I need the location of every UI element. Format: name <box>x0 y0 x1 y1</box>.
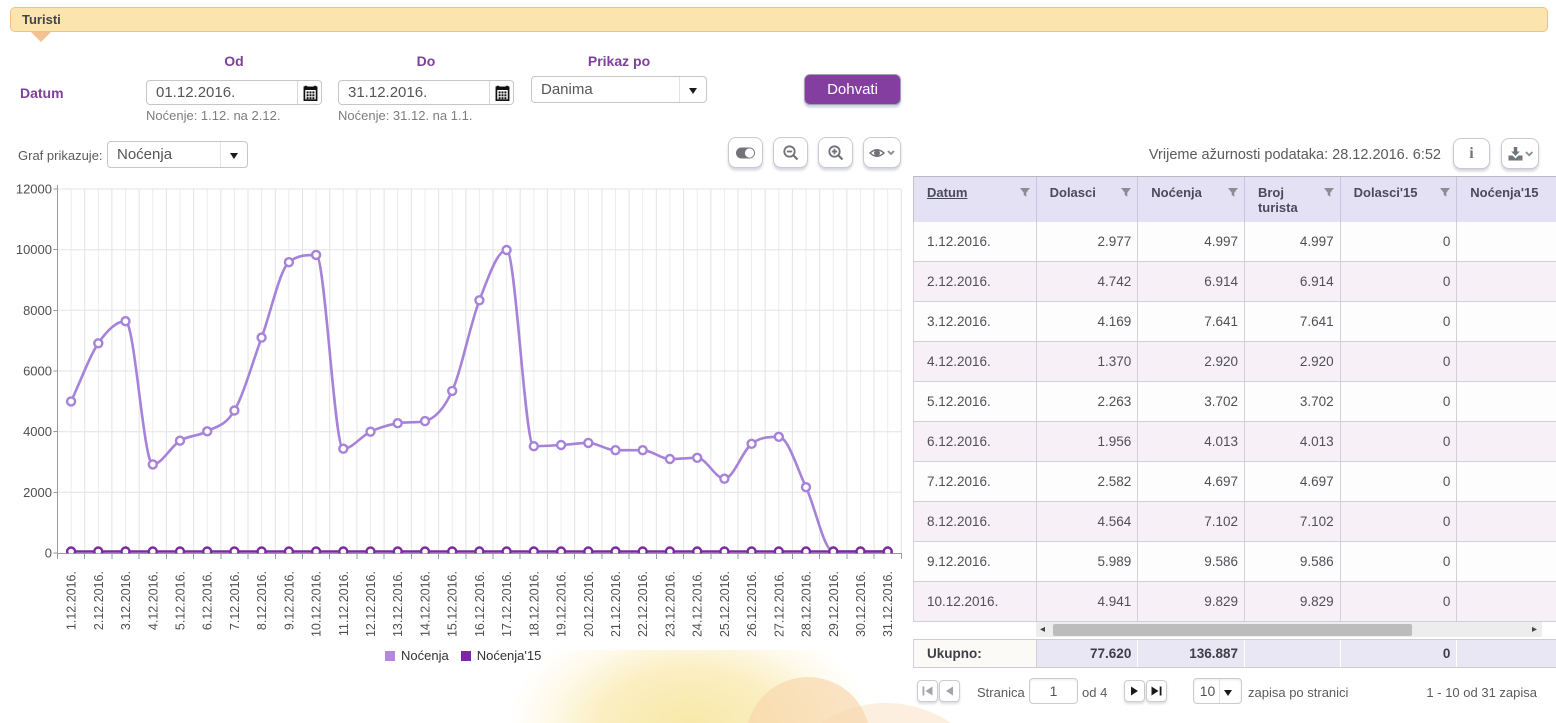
svg-text:21.12.2016.: 21.12.2016. <box>609 571 623 637</box>
svg-text:4000: 4000 <box>23 424 52 439</box>
svg-text:12000: 12000 <box>16 182 52 197</box>
svg-text:1.12.2016.: 1.12.2016. <box>65 571 79 630</box>
svg-text:29.12.2016.: 29.12.2016. <box>827 571 841 637</box>
svg-text:23.12.2016.: 23.12.2016. <box>663 571 677 637</box>
svg-text:6.12.2016.: 6.12.2016. <box>201 571 215 630</box>
svg-text:11.12.2016.: 11.12.2016. <box>337 571 351 636</box>
svg-text:8.12.2016.: 8.12.2016. <box>255 571 269 630</box>
svg-text:3.12.2016.: 3.12.2016. <box>119 571 133 630</box>
svg-text:30.12.2016.: 30.12.2016. <box>854 571 868 637</box>
svg-text:24.12.2016.: 24.12.2016. <box>691 571 705 637</box>
svg-text:31.12.2016.: 31.12.2016. <box>881 571 895 637</box>
svg-text:16.12.2016.: 16.12.2016. <box>473 571 487 637</box>
svg-text:17.12.2016.: 17.12.2016. <box>500 571 514 637</box>
svg-text:15.12.2016.: 15.12.2016. <box>446 571 460 637</box>
svg-text:27.12.2016.: 27.12.2016. <box>772 571 786 637</box>
svg-text:4.12.2016.: 4.12.2016. <box>146 571 160 630</box>
svg-text:28.12.2016.: 28.12.2016. <box>800 571 814 637</box>
svg-text:13.12.2016.: 13.12.2016. <box>391 571 405 637</box>
svg-text:10000: 10000 <box>16 242 52 257</box>
svg-text:10.12.2016.: 10.12.2016. <box>310 571 324 637</box>
svg-text:19.12.2016.: 19.12.2016. <box>555 571 569 637</box>
svg-text:20.12.2016.: 20.12.2016. <box>582 571 596 637</box>
svg-text:2.12.2016.: 2.12.2016. <box>92 571 106 630</box>
svg-text:2000: 2000 <box>23 485 52 500</box>
svg-text:25.12.2016.: 25.12.2016. <box>718 571 732 637</box>
svg-text:14.12.2016.: 14.12.2016. <box>419 571 433 637</box>
svg-text:22.12.2016.: 22.12.2016. <box>636 571 650 637</box>
svg-text:12.12.2016.: 12.12.2016. <box>364 571 378 637</box>
svg-text:5.12.2016.: 5.12.2016. <box>174 571 188 630</box>
svg-text:6000: 6000 <box>23 364 52 379</box>
svg-text:7.12.2016.: 7.12.2016. <box>228 571 242 630</box>
svg-text:8000: 8000 <box>23 303 52 318</box>
svg-text:26.12.2016.: 26.12.2016. <box>745 571 759 637</box>
svg-text:18.12.2016.: 18.12.2016. <box>527 571 541 637</box>
svg-text:0: 0 <box>45 546 52 561</box>
svg-text:9.12.2016.: 9.12.2016. <box>282 571 296 630</box>
